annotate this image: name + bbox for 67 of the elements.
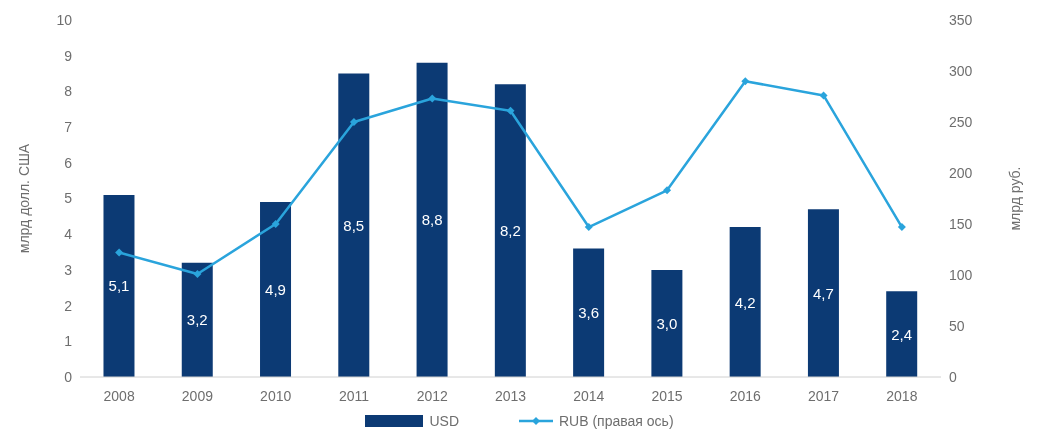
y-axis-title: млрд долл. США <box>15 143 32 254</box>
data-label: 3,2 <box>186 311 208 329</box>
bar <box>103 194 135 377</box>
y-tick-label: 4 <box>64 226 73 243</box>
data-label: 5,1 <box>108 277 130 295</box>
y2-tick-label: 150 <box>949 215 973 232</box>
x-tick-label: 2010 <box>260 387 292 404</box>
bar <box>729 227 761 377</box>
y-tick-label: 10 <box>56 11 73 28</box>
x-tick-label: 2015 <box>651 387 683 404</box>
y2-tick-label: 200 <box>949 164 973 181</box>
y-tick-label: 2 <box>64 297 73 314</box>
point <box>506 106 515 115</box>
data-label: 4,9 <box>265 281 286 299</box>
y-tick-label: 7 <box>64 119 73 136</box>
point <box>741 77 750 86</box>
bar <box>651 269 683 377</box>
x-tick-label: 2013 <box>494 387 527 404</box>
data-label: 4,2 <box>734 293 756 311</box>
x-tick-label: 2014 <box>573 387 605 404</box>
x-tick-label: 2018 <box>886 387 918 404</box>
point <box>349 118 358 126</box>
bar <box>573 248 605 377</box>
y2-tick-label: 250 <box>949 113 973 130</box>
x-tick-label: 2009 <box>181 387 214 404</box>
bar <box>886 291 918 377</box>
x-tick-label: 2011 <box>338 387 370 404</box>
point <box>663 186 672 195</box>
y2-axis-title: млрд руб. <box>1006 166 1023 231</box>
point <box>428 94 437 103</box>
y-tick-label: 3 <box>64 261 73 278</box>
bar <box>416 62 448 377</box>
x-tick-label: 2017 <box>808 387 840 404</box>
y2-tick-label: 0 <box>949 368 957 385</box>
point <box>193 269 202 278</box>
bar <box>260 202 292 377</box>
y-tick-label: 8 <box>64 83 73 100</box>
y-tick-label: 5 <box>64 190 73 207</box>
bar <box>807 209 839 377</box>
y-tick-label: 0 <box>64 368 73 385</box>
bar <box>338 73 370 377</box>
point <box>584 223 593 232</box>
bar <box>494 84 526 377</box>
y-tick-label: 1 <box>64 333 73 350</box>
data-label: 8,2 <box>499 222 521 240</box>
bar <box>181 262 213 377</box>
data-label: 4,7 <box>813 284 834 302</box>
point <box>819 91 828 100</box>
point <box>897 223 906 232</box>
y-tick-label: 9 <box>64 47 73 64</box>
y2-tick-label: 100 <box>949 266 973 283</box>
y-tick-label: 6 <box>64 154 73 171</box>
point <box>271 220 280 228</box>
data-label: 3,6 <box>578 304 600 322</box>
legend-label: RUB (правая ось) <box>558 413 674 429</box>
data-label: 3,0 <box>656 314 678 332</box>
data-label: 8,8 <box>421 211 443 229</box>
y2-tick-label: 50 <box>949 317 965 334</box>
legend-label: USD <box>428 413 459 429</box>
y2-tick-label: 350 <box>949 11 973 28</box>
data-label: 2,4 <box>891 325 913 343</box>
data-label: 8,5 <box>343 216 365 234</box>
x-tick-label: 2016 <box>729 387 762 404</box>
x-tick-label: 2012 <box>416 387 449 404</box>
y2-tick-label: 300 <box>949 62 973 79</box>
x-tick-label: 2008 <box>103 387 135 404</box>
point <box>115 248 124 257</box>
